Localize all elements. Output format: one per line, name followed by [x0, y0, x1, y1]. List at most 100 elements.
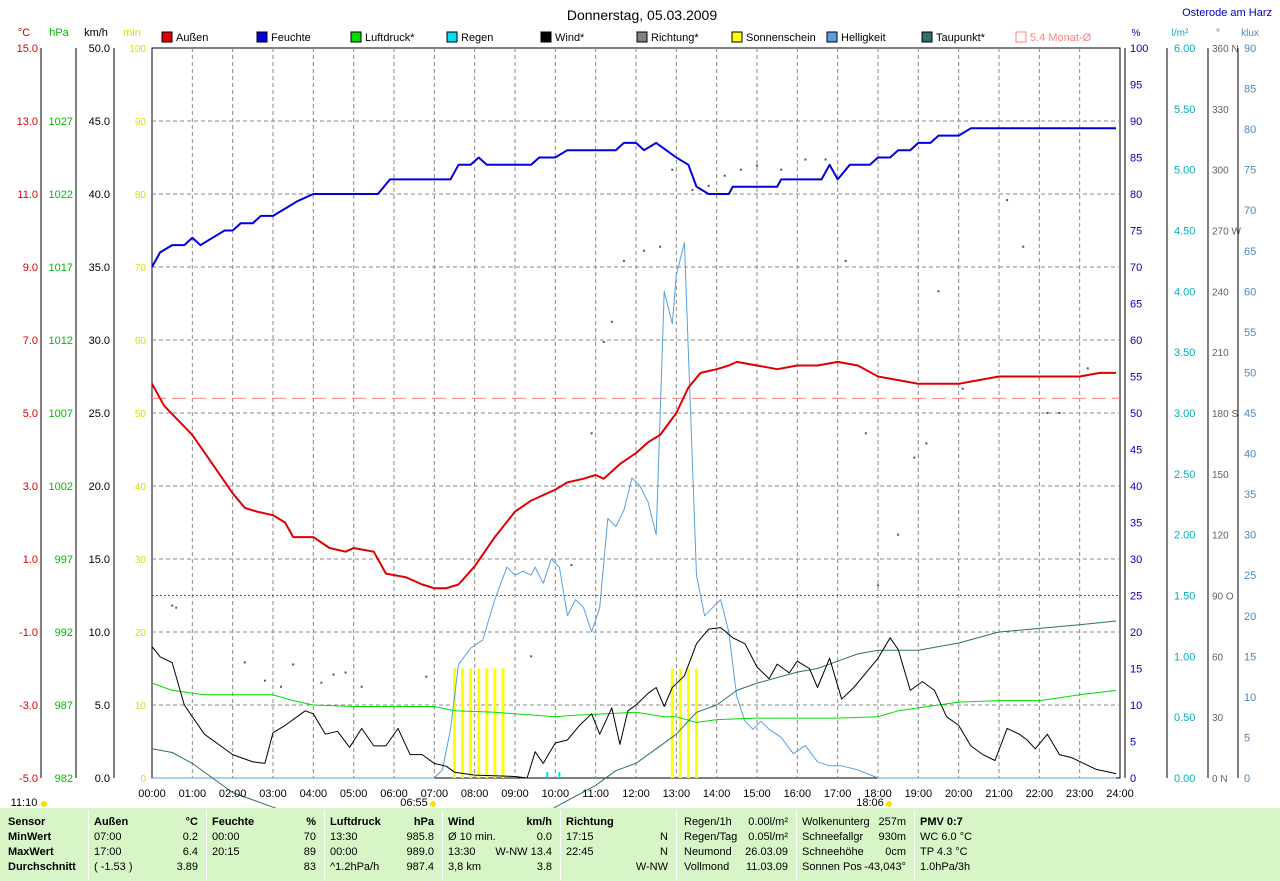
axis-tick-direction: 180 S: [1212, 409, 1238, 420]
stat-aussen-time: 17:00: [94, 846, 122, 858]
axis-tick-radiation: 3.50: [1174, 347, 1195, 359]
stat-wolken-value: 930m: [878, 831, 906, 843]
stat-luftdruck-unit: hPa: [413, 816, 434, 828]
axis-tick-pressure: 1007: [49, 408, 73, 420]
axis-tick-pressure: 982: [55, 773, 73, 785]
legend-label: Taupunkt*: [936, 32, 986, 44]
stat-regen-value: 0.00l/m²: [748, 816, 788, 828]
chart-title: Donnerstag, 05.03.2009: [567, 7, 717, 23]
humidity-line: [151, 127, 1116, 268]
direction-point: [590, 432, 593, 435]
stat-wind-value: W-NW 13.4: [495, 846, 552, 858]
site-link[interactable]: Osterode am Harz: [1182, 7, 1272, 19]
legend-label: Feuchte: [271, 32, 311, 44]
stat-richtung-head: Richtung: [566, 816, 614, 828]
axis-tick-direction: 0 N: [1212, 774, 1228, 785]
stat-wolken-value: 0cm: [885, 846, 906, 858]
axis-tick-lux: 75: [1244, 165, 1256, 177]
direction-point: [344, 671, 347, 674]
direction-point: [937, 290, 940, 293]
series-layer: [151, 127, 1120, 874]
axis-tick-wind: 15.0: [89, 554, 110, 566]
stat-row-label: MaxWert: [8, 846, 54, 858]
sunshine-bar: [477, 668, 481, 778]
direction-point: [425, 675, 428, 678]
stat-wind-time: Ø 10 min.: [448, 831, 496, 843]
stat-wind-time: 3,8 km: [448, 861, 482, 873]
stat-pmv-value: TP 4.3 °C: [920, 846, 968, 858]
legend-label: Regen: [461, 32, 493, 44]
axis-tick-pressure: 987: [55, 700, 73, 712]
x-tick-label: 11:00: [582, 788, 609, 800]
axis-tick-pressure: 1002: [49, 481, 73, 493]
sunshine-bar: [670, 668, 674, 778]
legend-swatch: [256, 31, 268, 43]
stat-regen-label: Vollmond: [684, 861, 730, 873]
stat-wolken-label: Schneehöhe: [802, 846, 864, 858]
axis-tick-lux: 65: [1244, 246, 1256, 258]
axis-tick-humidity: 20: [1130, 627, 1142, 639]
x-tick-label: 17:00: [824, 788, 852, 800]
direction-point: [1046, 412, 1049, 414]
direction-point: [756, 164, 758, 167]
axis-tick-direction: 330: [1212, 105, 1229, 116]
stat-separator: [914, 810, 915, 880]
x-tick-label: 03:00: [259, 788, 287, 800]
axis-tick-humidity: 5: [1130, 737, 1136, 749]
axis-tick-temp: 9.0: [23, 262, 38, 274]
direction-point: [530, 655, 533, 658]
x-tick-label: 14:00: [703, 788, 731, 800]
direction-point: [671, 168, 674, 171]
axis-tick-temp: 11.0: [17, 189, 38, 201]
direction-point: [1058, 412, 1061, 414]
direction-point: [1006, 199, 1009, 202]
axis-tick-radiation: 0.50: [1174, 712, 1195, 724]
axis-tick-lux: 40: [1244, 449, 1256, 461]
axis-tick-lux: 45: [1244, 408, 1256, 420]
stat-separator: [796, 810, 797, 880]
stat-wolken-value: -43,043°: [864, 861, 906, 873]
axis-tick-radiation: 3.00: [1174, 408, 1195, 420]
direction-point: [320, 681, 323, 684]
rain-mark: [546, 772, 549, 778]
legend-label: Wind*: [555, 32, 585, 44]
wind-line: [151, 627, 1117, 779]
axis-tick-radiation: 5.50: [1174, 104, 1195, 116]
rain-mark: [558, 772, 561, 778]
axis-tick-humidity: 40: [1130, 481, 1142, 493]
axis-unit-wind: km/h: [84, 27, 108, 39]
stat-regen-value: 11.03.09: [745, 861, 788, 873]
stat-pmv-head: PMV 0:7: [920, 816, 963, 828]
sunset-marker: [886, 801, 892, 807]
direction-point: [643, 249, 646, 252]
direction-point: [925, 442, 928, 445]
x-tick-label: 01:00: [179, 788, 207, 800]
stat-aussen-value: 6.4: [182, 846, 198, 858]
direction-point: [243, 661, 246, 664]
axis-tick-temp: -1.0: [19, 627, 38, 639]
stat-luftdruck-time: 00:00: [330, 846, 358, 858]
legend-label: Außen: [176, 32, 208, 44]
x-tick-label: 16:00: [784, 788, 812, 800]
axis-tick-humidity: 70: [1130, 262, 1142, 274]
stat-regen-label: Regen/Tag: [684, 831, 738, 843]
sunshine-bar: [695, 668, 698, 778]
axis-tick-humidity: 50: [1130, 408, 1142, 420]
stat-feuchte-value: 83: [303, 861, 316, 873]
x-tick-label: 06:00: [380, 788, 408, 800]
stat-feuchte-value: 89: [303, 846, 316, 858]
direction-point: [1086, 367, 1089, 370]
stat-aussen-time: ( -1.53 ): [94, 861, 133, 873]
axis-tick-wind: 25.0: [89, 408, 110, 420]
grid: [151, 47, 1121, 779]
axis-tick-temp: 1.0: [23, 554, 38, 566]
direction-point: [602, 341, 605, 344]
axis-tick-wind: 5.0: [95, 700, 110, 712]
stat-regen-label: Regen/1h: [684, 816, 732, 828]
axis-tick-sunmin: 100: [129, 44, 146, 55]
axis-tick-wind: 20.0: [89, 481, 110, 493]
direction-point: [1022, 245, 1025, 248]
axis-tick-temp: 3.0: [23, 481, 38, 493]
direction-point: [897, 533, 900, 536]
stat-richtung-time: 22:45: [566, 846, 594, 858]
